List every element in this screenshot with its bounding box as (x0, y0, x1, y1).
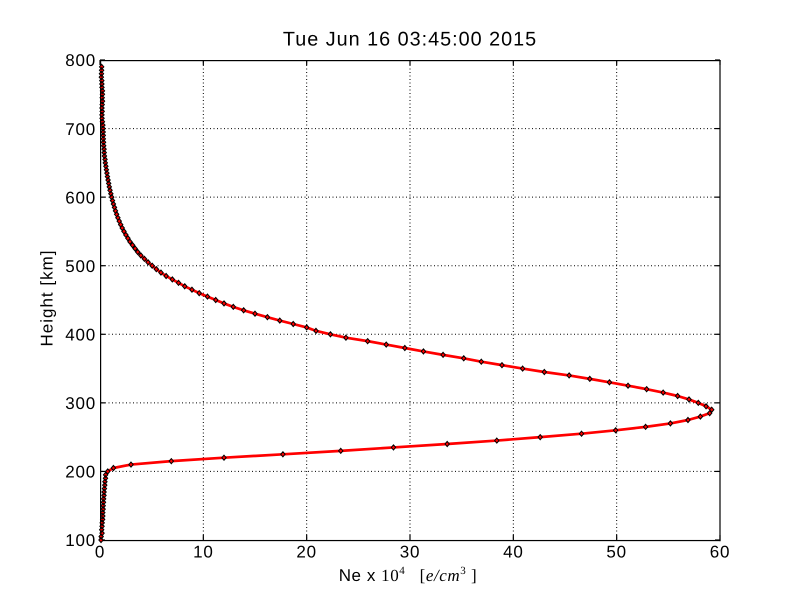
svg-text:400: 400 (65, 325, 96, 344)
svg-text:Ne x 104 [e/cm3 ]: Ne x 104 [e/cm3 ] (339, 565, 478, 585)
svg-text:0: 0 (95, 542, 105, 561)
svg-text:60: 60 (710, 542, 731, 561)
svg-text:200: 200 (65, 463, 96, 482)
svg-text:Tue Jun 16 03:45:00 2015: Tue Jun 16 03:45:00 2015 (283, 28, 537, 50)
svg-text:Height [km]: Height [km] (38, 250, 57, 347)
svg-text:600: 600 (65, 188, 96, 207)
svg-text:40: 40 (503, 542, 524, 561)
svg-text:20: 20 (296, 542, 317, 561)
svg-text:300: 300 (65, 394, 96, 413)
svg-text:500: 500 (65, 257, 96, 276)
svg-text:700: 700 (65, 120, 96, 139)
svg-text:800: 800 (65, 51, 96, 70)
svg-text:100: 100 (65, 531, 96, 550)
svg-text:50: 50 (606, 542, 627, 561)
svg-text:10: 10 (193, 542, 214, 561)
svg-text:30: 30 (400, 542, 421, 561)
